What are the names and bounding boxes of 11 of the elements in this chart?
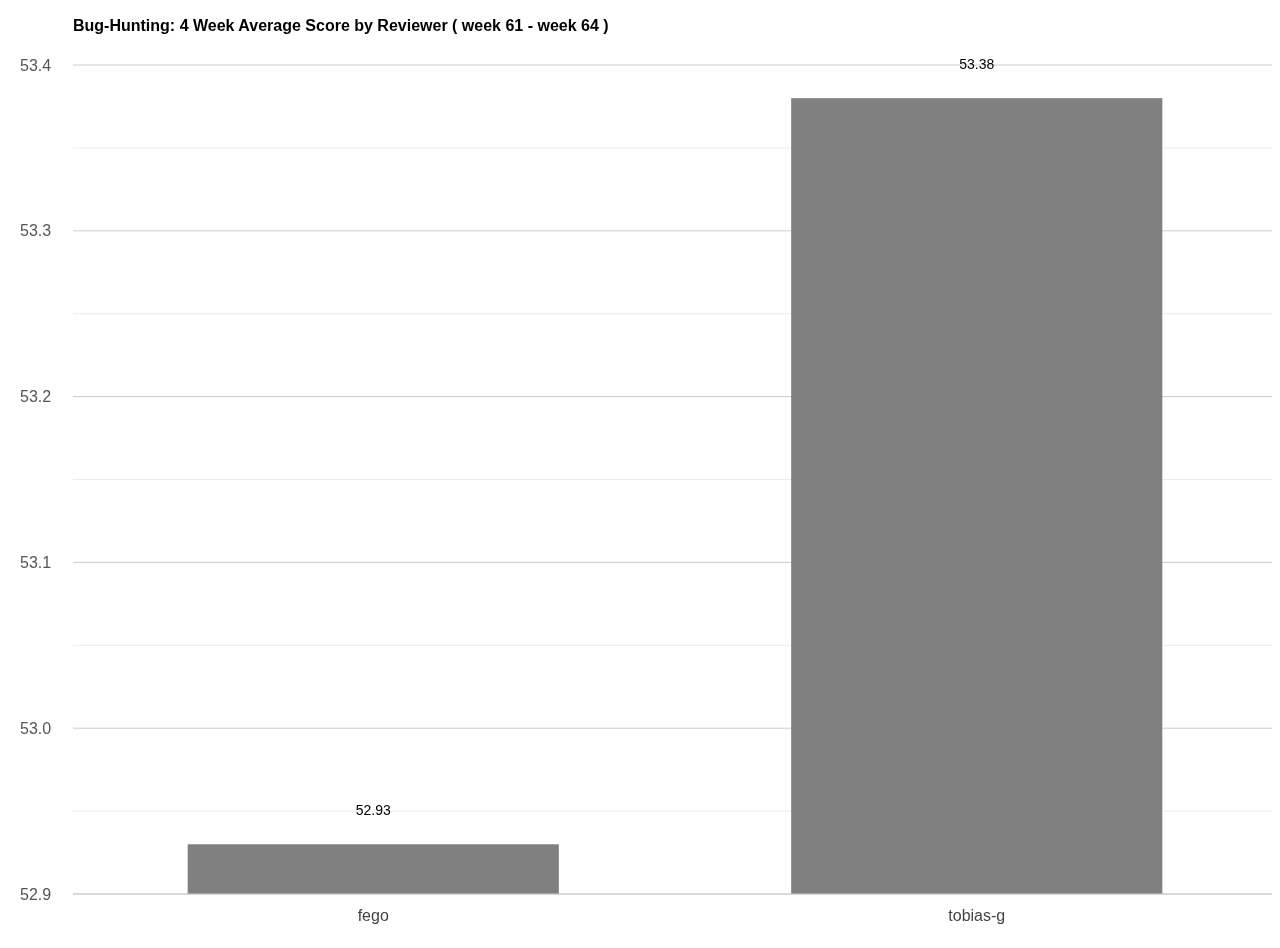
data-label: 53.38	[959, 56, 995, 73]
y-tick-label: 53.0	[20, 719, 52, 737]
y-tick-label: 53.4	[20, 56, 52, 74]
data-label: 52.93	[355, 802, 391, 819]
y-tick-label: 53.2	[20, 388, 52, 406]
y-tick-label: 52.9	[20, 885, 52, 903]
y-tick-label: 53.1	[20, 554, 52, 571]
y-tick-label: 53.3	[20, 222, 52, 240]
x-tick-label: fego	[357, 907, 389, 924]
x-tick-label: tobias-g	[948, 907, 1006, 924]
chart-title: Bug-Hunting: 4 Week Average Score by Reviewer ( week 61 - week 64 )	[73, 17, 609, 34]
